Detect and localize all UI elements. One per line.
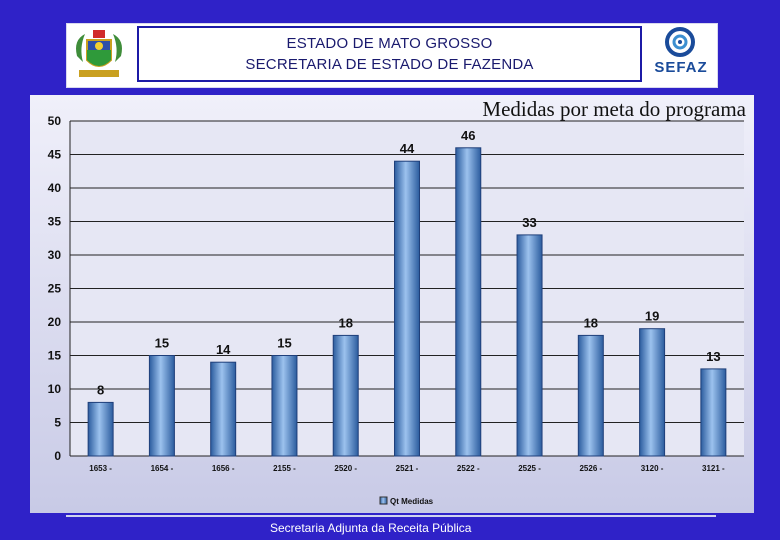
state-name: ESTADO DE MATO GROSSO bbox=[286, 35, 493, 52]
y-tick-label: 15 bbox=[48, 349, 62, 363]
bar bbox=[700, 368, 727, 457]
bar bbox=[332, 334, 359, 457]
sefaz-logo-text: SEFAZ bbox=[654, 59, 708, 76]
y-tick-label: 45 bbox=[48, 148, 62, 162]
bar bbox=[271, 355, 298, 457]
x-tick-label: 2526 - bbox=[579, 464, 602, 473]
sefaz-logo: SEFAZ bbox=[645, 25, 715, 85]
bar bbox=[210, 361, 237, 457]
x-tick-label: 2155 - bbox=[273, 464, 296, 473]
x-tick-label: 2522 - bbox=[457, 464, 480, 473]
header-banner: ESTADO DE MATO GROSSO SECRETARIA DE ESTA… bbox=[66, 23, 718, 88]
data-label: 15 bbox=[155, 336, 169, 351]
bar bbox=[87, 401, 114, 457]
y-tick-label: 40 bbox=[48, 181, 62, 195]
bar bbox=[516, 234, 543, 457]
y-tick-label: 5 bbox=[54, 416, 61, 430]
bar-chart: 0 5 10 15 20 25 30 35 40 45 50 8 1653 - 15 1654 - 14 165… bbox=[30, 95, 754, 513]
bar bbox=[577, 334, 604, 457]
legend-label: Qt Medidas bbox=[390, 497, 434, 506]
x-tick-label: 1653 - bbox=[89, 464, 112, 473]
agency-title-box: ESTADO DE MATO GROSSO SECRETARIA DE ESTA… bbox=[137, 26, 642, 82]
sefaz-swirl-icon bbox=[665, 27, 695, 57]
y-tick-label: 0 bbox=[54, 449, 61, 463]
bar bbox=[639, 328, 666, 457]
chart-canvas: 0 5 10 15 20 25 30 35 40 45 50 8 1653 - 15 1654 - 14 165… bbox=[48, 114, 744, 506]
x-tick-label: 1656 - bbox=[212, 464, 235, 473]
state-crest-icon bbox=[69, 26, 129, 84]
data-label: 33 bbox=[522, 215, 536, 230]
footer-divider bbox=[66, 515, 716, 517]
x-tick-label: 2521 - bbox=[396, 464, 419, 473]
agency-name: SECRETARIA DE ESTADO DE FAZENDA bbox=[245, 56, 534, 73]
data-label: 44 bbox=[400, 141, 415, 156]
y-tick-label: 35 bbox=[48, 215, 62, 229]
y-tick-label: 25 bbox=[48, 282, 62, 296]
x-tick-label: 1654 - bbox=[151, 464, 174, 473]
data-label: 18 bbox=[584, 315, 598, 330]
data-label: 15 bbox=[277, 336, 291, 351]
legend-swatch bbox=[379, 496, 388, 505]
data-label: 18 bbox=[338, 315, 352, 330]
x-tick-label: 3120 - bbox=[641, 464, 664, 473]
bar bbox=[394, 160, 420, 457]
footer-text: Secretaria Adjunta da Receita Pública bbox=[270, 521, 472, 535]
y-tick-label: 20 bbox=[48, 315, 62, 329]
y-tick-label: 50 bbox=[48, 114, 62, 128]
data-label: 8 bbox=[97, 382, 104, 397]
data-label: 19 bbox=[645, 309, 659, 324]
bar bbox=[455, 147, 482, 457]
bar bbox=[148, 355, 175, 457]
x-tick-label: 3121 - bbox=[702, 464, 725, 473]
y-tick-label: 30 bbox=[48, 248, 62, 262]
y-tick-label: 10 bbox=[48, 382, 62, 396]
data-label: 13 bbox=[706, 349, 720, 364]
x-tick-label: 2525 - bbox=[518, 464, 541, 473]
data-label: 14 bbox=[216, 342, 231, 357]
chart-title: Medidas por meta do programa bbox=[482, 97, 746, 121]
x-tick-label: 2520 - bbox=[334, 464, 357, 473]
data-label: 46 bbox=[461, 128, 475, 143]
